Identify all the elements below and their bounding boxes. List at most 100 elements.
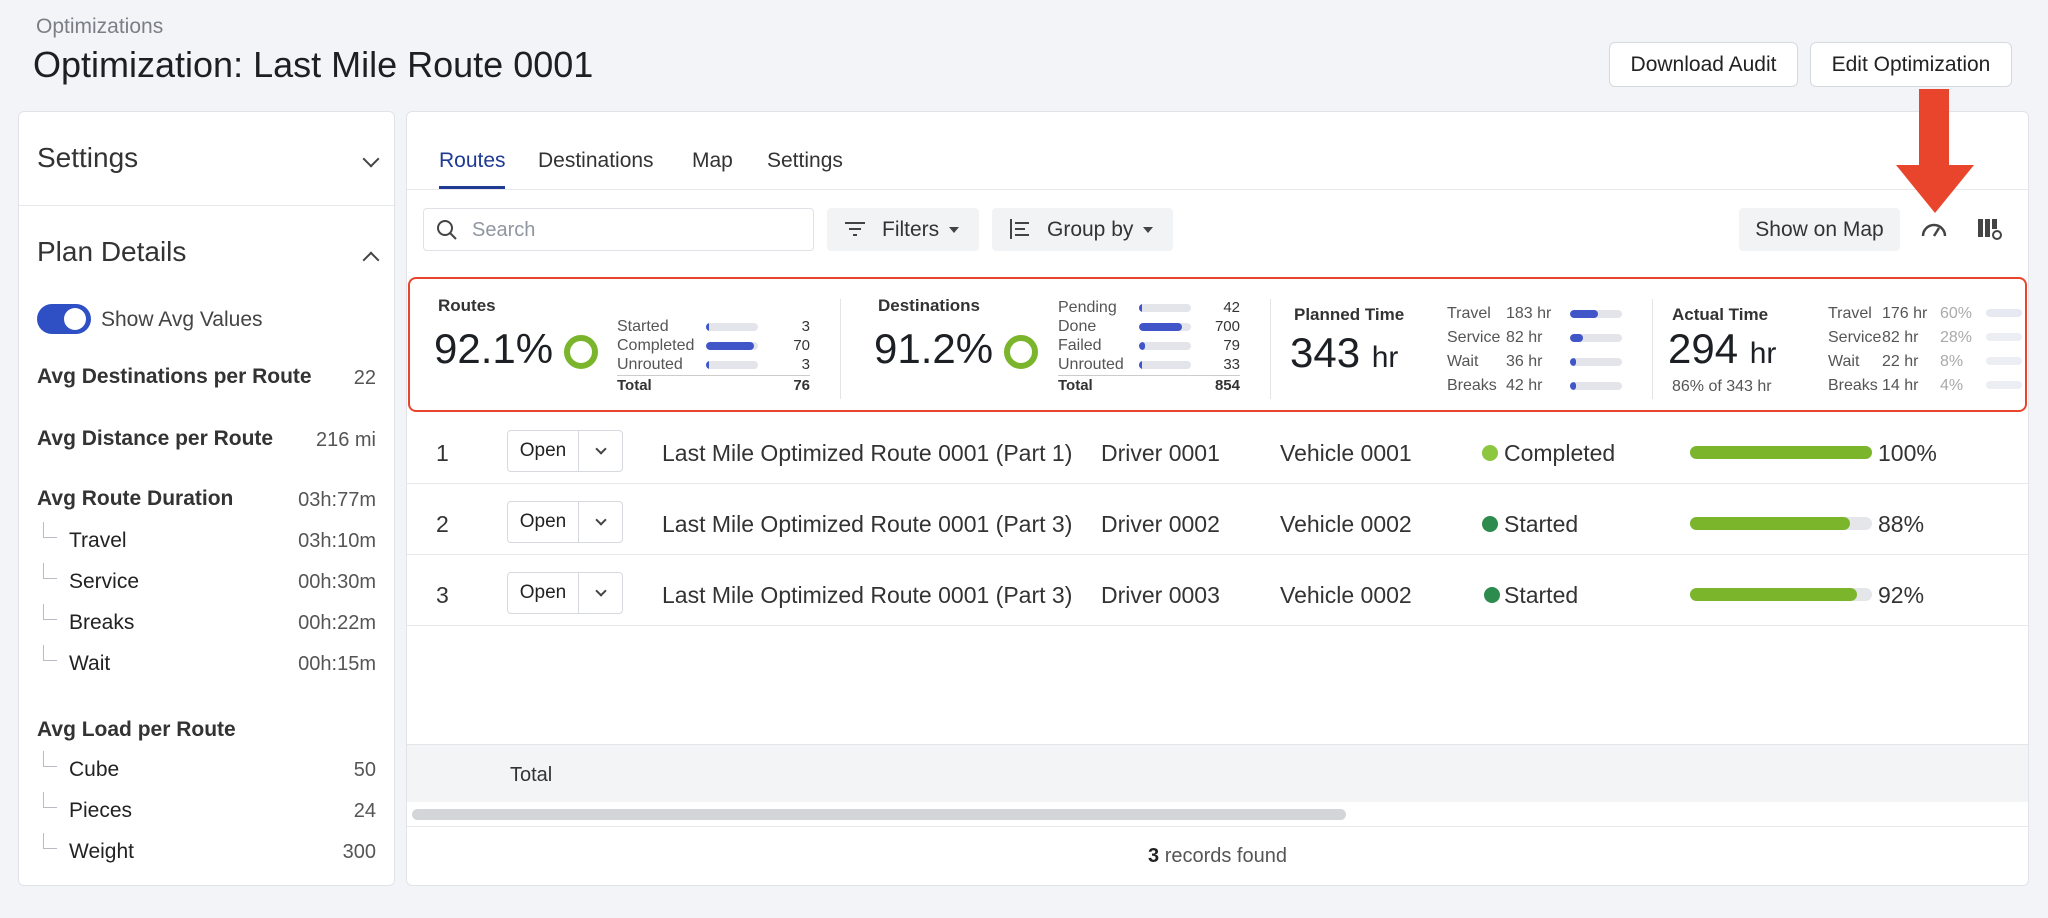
breadcrumb[interactable]: Optimizations bbox=[36, 15, 164, 38]
sidebar-panel: Settings Plan Details Show Avg Values Av… bbox=[18, 111, 396, 886]
records-count: 3 bbox=[1148, 845, 1160, 867]
dest-unrouted-value: 33 bbox=[1223, 356, 1240, 373]
planned-number: 343 bbox=[1290, 329, 1361, 376]
dest-failed-value: 79 bbox=[1223, 337, 1240, 354]
avg-distance-label: Avg Distance per Route bbox=[37, 427, 274, 450]
planned-breaks-bar bbox=[1570, 382, 1622, 390]
actual-breaks-pct: 4% bbox=[1940, 377, 1964, 394]
tab-settings[interactable]: Settings bbox=[767, 149, 843, 172]
actual-wait-value: 22 hr bbox=[1882, 353, 1919, 370]
progress-label: 100% bbox=[1878, 440, 1937, 466]
load-weight-value: 300 bbox=[342, 841, 376, 863]
actual-travel-bar bbox=[1986, 309, 2022, 317]
actual-wait-label: Wait bbox=[1828, 353, 1860, 370]
chevron-down-icon[interactable] bbox=[579, 585, 622, 597]
download-audit-button[interactable]: Download Audit bbox=[1609, 42, 1798, 87]
duration-service-value: 00h:30m bbox=[298, 571, 376, 593]
row-number: 2 bbox=[436, 511, 449, 537]
kpi-planned-title: Planned Time bbox=[1294, 305, 1405, 324]
filters-button[interactable]: Filters bbox=[827, 208, 979, 251]
planned-service-bar bbox=[1570, 334, 1622, 342]
search-icon bbox=[437, 220, 457, 240]
caret-down-icon bbox=[1143, 227, 1153, 233]
driver-name: Driver 0002 bbox=[1101, 511, 1220, 537]
column-settings-icon[interactable] bbox=[1977, 216, 2003, 242]
show-avg-label: Show Avg Values bbox=[101, 308, 263, 331]
group-by-label: Group by bbox=[1047, 218, 1134, 241]
toggle-knob bbox=[64, 308, 86, 330]
open-label: Open bbox=[519, 582, 567, 603]
chevron-down-icon[interactable] bbox=[362, 150, 380, 168]
status-label: Started bbox=[1504, 511, 1579, 537]
duration-travel-label: Travel bbox=[69, 529, 127, 552]
divider bbox=[578, 573, 579, 613]
tree-connector bbox=[43, 604, 57, 620]
tab-destinations[interactable]: Destinations bbox=[538, 149, 654, 172]
actual-travel-value: 176 hr bbox=[1882, 305, 1928, 322]
tree-connector bbox=[43, 522, 57, 538]
avg-distance-value: 216 mi bbox=[315, 429, 376, 451]
filter-icon bbox=[845, 222, 865, 236]
chevron-down-icon[interactable] bbox=[579, 514, 622, 526]
route-name[interactable]: Last Mile Optimized Route 0001 (Part 1) bbox=[662, 440, 1073, 466]
show-avg-toggle[interactable] bbox=[37, 304, 91, 334]
horizontal-scrollbar[interactable] bbox=[412, 809, 1346, 820]
kpi-routes-title: Routes bbox=[438, 296, 496, 315]
progress-label: 92% bbox=[1878, 582, 1925, 608]
vehicle-name: Vehicle 0001 bbox=[1280, 440, 1412, 466]
divider bbox=[19, 205, 396, 206]
kpi-destinations-title: Destinations bbox=[878, 296, 981, 315]
chevron-down-icon[interactable] bbox=[579, 443, 622, 455]
dest-pending-label: Pending bbox=[1058, 299, 1117, 316]
tab-routes[interactable]: Routes bbox=[439, 149, 506, 172]
open-route-button[interactable]: Open bbox=[507, 572, 623, 614]
status-label: Completed bbox=[1504, 440, 1616, 466]
open-route-button[interactable]: Open bbox=[507, 501, 623, 543]
duration-wait-value: 00h:15m bbox=[298, 653, 376, 675]
load-pieces-value: 24 bbox=[353, 800, 376, 822]
kpi-planned-value: 343 hr bbox=[1290, 329, 1398, 377]
tab-map[interactable]: Map bbox=[692, 149, 733, 172]
load-weight-label: Weight bbox=[69, 840, 134, 863]
route-name[interactable]: Last Mile Optimized Route 0001 (Part 3) bbox=[662, 582, 1073, 608]
vehicle-name: Vehicle 0002 bbox=[1280, 582, 1412, 608]
actual-wait-pct: 8% bbox=[1940, 353, 1964, 370]
kpi-actual-title: Actual Time bbox=[1672, 305, 1769, 324]
planned-breaks-value: 42 hr bbox=[1506, 377, 1543, 394]
plan-details-header[interactable]: Plan Details bbox=[37, 236, 187, 267]
routes-unrouted-value: 3 bbox=[801, 356, 810, 373]
row-number: 3 bbox=[436, 582, 449, 608]
planned-service-label: Service bbox=[1447, 329, 1501, 346]
records-found: 3 records found bbox=[407, 845, 2028, 868]
routes-unrouted-bar bbox=[706, 361, 758, 369]
tabs-divider bbox=[407, 189, 2028, 190]
group-by-button[interactable]: Group by bbox=[992, 208, 1173, 251]
actual-service-label: Service bbox=[1828, 329, 1882, 346]
planned-wait-value: 36 hr bbox=[1506, 353, 1543, 370]
active-tab-underline bbox=[439, 186, 505, 189]
duration-breaks-value: 00h:22m bbox=[298, 612, 376, 634]
settings-section-header[interactable]: Settings bbox=[37, 142, 139, 173]
avg-duration-value: 03h:77m bbox=[298, 489, 376, 511]
edit-optimization-button[interactable]: Edit Optimization bbox=[1810, 42, 2012, 87]
actual-service-bar bbox=[1986, 333, 2022, 341]
row-divider bbox=[407, 483, 2028, 484]
search-input[interactable]: Search bbox=[423, 208, 814, 251]
show-on-map-button[interactable]: Show on Map bbox=[1739, 208, 1900, 251]
open-route-button[interactable]: Open bbox=[507, 430, 623, 472]
status-dot bbox=[1482, 445, 1498, 461]
divider bbox=[1270, 299, 1271, 399]
total-label: Total bbox=[510, 764, 553, 786]
avg-destinations-label: Avg Destinations per Route bbox=[37, 365, 312, 388]
gauge-icon[interactable] bbox=[1920, 216, 1948, 240]
planned-wait-label: Wait bbox=[1447, 353, 1479, 370]
actual-service-value: 82 hr bbox=[1882, 329, 1919, 346]
route-name[interactable]: Last Mile Optimized Route 0001 (Part 3) bbox=[662, 511, 1073, 537]
chevron-up-icon[interactable] bbox=[362, 251, 380, 269]
dest-pending-bar bbox=[1139, 304, 1191, 312]
divider bbox=[840, 299, 841, 399]
row-divider bbox=[407, 625, 2028, 626]
page-title: Optimization: Last Mile Route 0001 bbox=[33, 44, 594, 85]
routes-total-value: 76 bbox=[793, 377, 810, 394]
routes-total-label: Total bbox=[617, 377, 652, 394]
